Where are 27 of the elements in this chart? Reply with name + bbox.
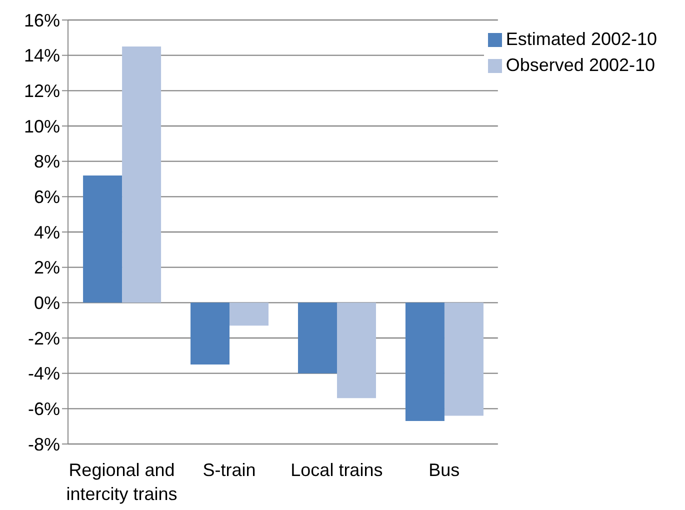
- y-tick-label: 0%: [34, 293, 60, 314]
- bar: [190, 302, 230, 364]
- y-tick-label: 10%: [24, 116, 60, 136]
- bar: [230, 302, 269, 326]
- y-tick-label: -8%: [28, 434, 60, 454]
- y-tick-label: 16%: [24, 10, 60, 30]
- legend-label: Observed 2002-10: [506, 55, 656, 75]
- y-tick-label: -4%: [28, 364, 60, 384]
- bar: [405, 302, 444, 422]
- y-tick-label: 6%: [34, 187, 60, 208]
- bar: [83, 175, 122, 303]
- bar: [122, 46, 162, 303]
- y-tick-label: 2%: [34, 258, 60, 278]
- y-tick-label: 4%: [34, 222, 60, 242]
- legend-label: Estimated 2002-10: [506, 29, 657, 49]
- x-tick-label: Bus: [428, 460, 460, 480]
- x-tick-label: S-train: [202, 460, 256, 480]
- y-tick-label: -2%: [28, 328, 60, 348]
- bar: [337, 302, 376, 398]
- y-tick-label: 12%: [24, 81, 60, 102]
- y-tick-label: 14%: [24, 46, 60, 66]
- y-tick-label: 8%: [34, 152, 60, 172]
- bar: [298, 302, 337, 374]
- y-tick-label: -6%: [28, 399, 60, 420]
- x-tick-label: Regional and intercity trains: [66, 460, 178, 504]
- bar: [444, 302, 484, 416]
- x-tick-label: Local trains: [290, 460, 383, 480]
